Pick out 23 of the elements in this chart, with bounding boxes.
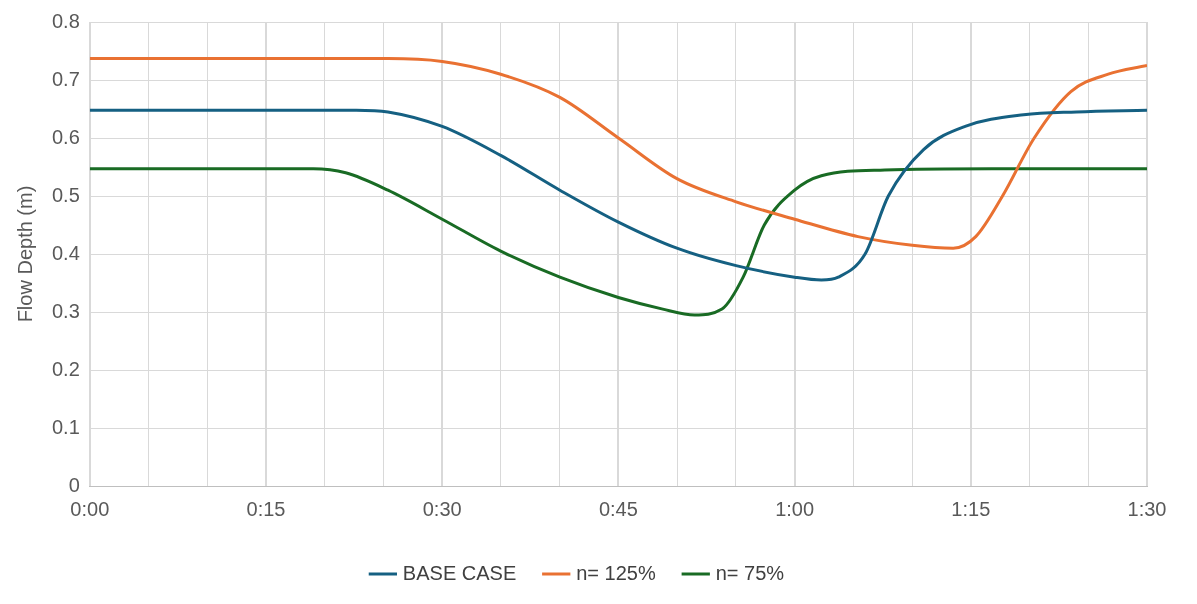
y-tick-label: 0.1 [51, 415, 80, 438]
x-tick-label: 1:15 [951, 497, 991, 520]
x-tick-label: 1:30 [1127, 497, 1167, 520]
x-tick-label: 0:45 [598, 497, 638, 520]
x-tick-label: 0:30 [422, 497, 462, 520]
y-tick-label: 0.7 [51, 67, 80, 90]
y-axis-title: Flow Depth (m) [13, 185, 36, 323]
y-tick-label: 0.8 [51, 9, 80, 32]
y-tick-label: 0.5 [51, 183, 80, 206]
legend-label: n= 125% [576, 561, 656, 584]
legend-label: n= 75% [715, 561, 785, 584]
x-tick-label: 0:15 [246, 497, 286, 520]
y-tick-label: 0 [68, 473, 80, 496]
legend-label: BASE CASE [402, 561, 517, 584]
y-tick-label: 0.4 [51, 241, 80, 264]
line-series [89, 167, 1147, 317]
y-tick-label: 0.3 [51, 299, 80, 322]
x-tick-label: 0:00 [70, 497, 110, 520]
y-tick-label: 0.6 [51, 125, 80, 148]
y-tick-label: 0.2 [51, 357, 80, 380]
line-series [89, 57, 1147, 250]
x-tick-label: 1:00 [775, 497, 815, 520]
line-series [89, 108, 1147, 282]
